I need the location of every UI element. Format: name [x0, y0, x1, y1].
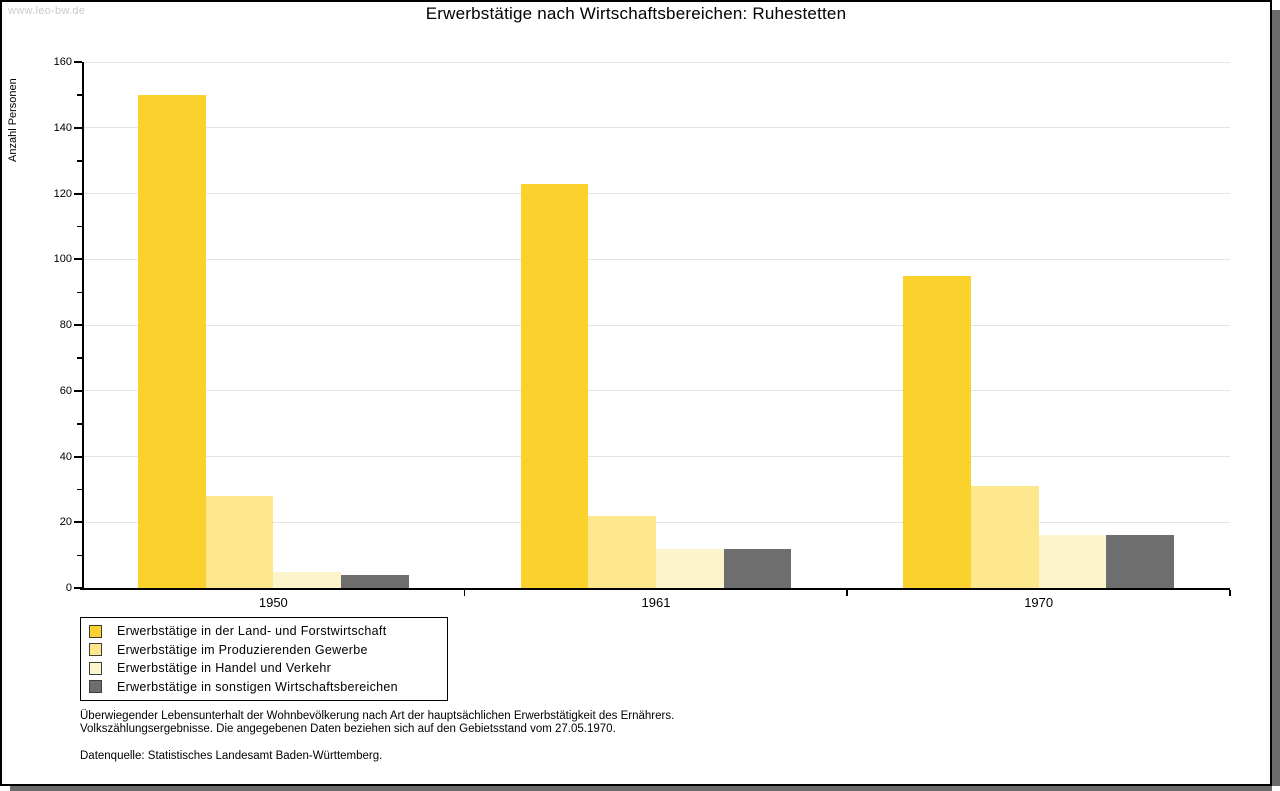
y-major-tick-100	[74, 258, 82, 261]
gridline-y-120	[84, 193, 1230, 194]
gridline-y-80	[84, 324, 1230, 326]
bar-s2-1970	[971, 486, 1039, 588]
y-tick-label-0: 0	[65, 582, 72, 594]
y-tick-label-120: 120	[53, 187, 72, 200]
bar-s4-1970	[1106, 535, 1174, 588]
bar-s2-1950	[205, 495, 274, 588]
y-tick-label-80: 80	[59, 319, 72, 331]
gridline-y-140	[84, 127, 1230, 129]
y-tick-label-60: 60	[59, 384, 72, 397]
x-tick-1961	[846, 589, 848, 596]
y-tick-label-140: 140	[53, 121, 72, 134]
footnote-line-1: Überwiegender Lebensunterhalt der Wohnbe…	[80, 710, 675, 722]
window-shadow-right	[1272, 10, 1280, 786]
bar-s1-1950	[138, 94, 206, 588]
legend-label-2: Erwerbstätige im Produzierenden Gewerbe	[117, 642, 368, 657]
gridline-y-160	[84, 61, 1230, 63]
legend-swatch-2	[89, 643, 102, 657]
y-minor-tick-130	[77, 160, 82, 162]
legend-label-4: Erwerbstätige in sonstigen Wirtschaftsbe…	[117, 679, 398, 694]
x-tick-1950	[463, 589, 466, 596]
y-tick-label-20: 20	[59, 516, 72, 529]
y-minor-tick-50	[77, 423, 82, 425]
x-tick-label-1970: 1970	[1024, 595, 1054, 610]
bar-s1-1970	[903, 275, 972, 588]
gridline-y-20	[84, 521, 1230, 523]
bar-s3-1950	[273, 571, 341, 588]
y-major-tick-120	[74, 192, 82, 195]
y-minor-tick-90	[77, 291, 82, 294]
gridline-y-60	[84, 390, 1230, 392]
footnote-line-2: Volkszählungsergebnisse. Die angegebenen…	[80, 723, 616, 735]
y-tick-label-160: 160	[53, 56, 72, 68]
y-major-tick-60	[74, 389, 82, 392]
legend-swatch-1	[89, 624, 102, 638]
y-minor-tick-70	[77, 357, 82, 359]
legend-label-1: Erwerbstätige in der Land- und Forstwirt…	[117, 624, 387, 639]
x-axis-line	[80, 587, 1230, 590]
y-major-tick-160	[74, 61, 82, 63]
x-tick-1970	[1229, 589, 1231, 596]
legend-item-4: Erwerbstätige in sonstigen Wirtschaftsbe…	[89, 678, 447, 697]
watermark: www.leo-bw.de	[8, 5, 86, 17]
source-line: Datenquelle: Statistisches Landesamt Bad…	[80, 750, 383, 762]
y-major-tick-0	[74, 587, 82, 589]
y-axis-line	[82, 62, 84, 590]
gridline-y-100	[84, 258, 1230, 260]
bar-s4-1950	[340, 574, 409, 588]
window-shadow-bottom	[10, 786, 1272, 791]
bar-s1-1961	[520, 183, 589, 588]
legend-item-1: Erwerbstätige in der Land- und Forstwirt…	[89, 622, 447, 641]
y-major-tick-140	[74, 126, 82, 129]
y-tick-label-40: 40	[59, 450, 72, 463]
chart-title: Erwerbstätige nach Wirtschaftsbereichen:…	[425, 4, 847, 23]
bar-s3-1970	[1038, 535, 1107, 588]
bar-s3-1961	[656, 548, 724, 588]
y-major-tick-20	[74, 521, 82, 524]
bar-s4-1961	[723, 548, 792, 588]
x-tick-label-1950: 1950	[258, 595, 288, 610]
y-minor-tick-150	[77, 94, 82, 96]
legend-swatch-3	[89, 661, 102, 675]
y-tick-label-100: 100	[53, 253, 72, 266]
legend-item-2: Erwerbstätige im Produzierenden Gewerbe	[89, 641, 447, 660]
legend-item-3: Erwerbstätige in Handel und Verkehr	[89, 659, 447, 678]
y-minor-tick-110	[77, 225, 82, 228]
bar-s2-1961	[588, 515, 656, 588]
x-tick-label-1961: 1961	[641, 595, 671, 610]
legend: Erwerbstätige in der Land- und Forstwirt…	[80, 617, 448, 701]
legend-label-3: Erwerbstätige in Handel und Verkehr	[117, 661, 332, 676]
y-minor-tick-30	[77, 488, 82, 491]
gridline-y-40	[84, 456, 1230, 457]
y-major-tick-40	[74, 455, 82, 458]
legend-swatch-4	[89, 680, 102, 694]
y-major-tick-80	[74, 324, 82, 326]
y-minor-tick-10	[77, 554, 82, 557]
